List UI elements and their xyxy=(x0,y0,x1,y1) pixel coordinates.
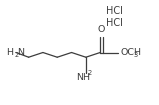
Text: N: N xyxy=(17,48,24,57)
Text: HCl: HCl xyxy=(106,18,123,28)
Text: 2: 2 xyxy=(88,70,92,76)
Text: NH: NH xyxy=(76,73,90,82)
Text: H: H xyxy=(7,48,14,57)
Text: O: O xyxy=(98,25,105,34)
Text: 2: 2 xyxy=(14,52,19,58)
Text: HCl: HCl xyxy=(106,5,123,16)
Text: OCH: OCH xyxy=(120,48,141,57)
Text: 3: 3 xyxy=(134,52,138,58)
